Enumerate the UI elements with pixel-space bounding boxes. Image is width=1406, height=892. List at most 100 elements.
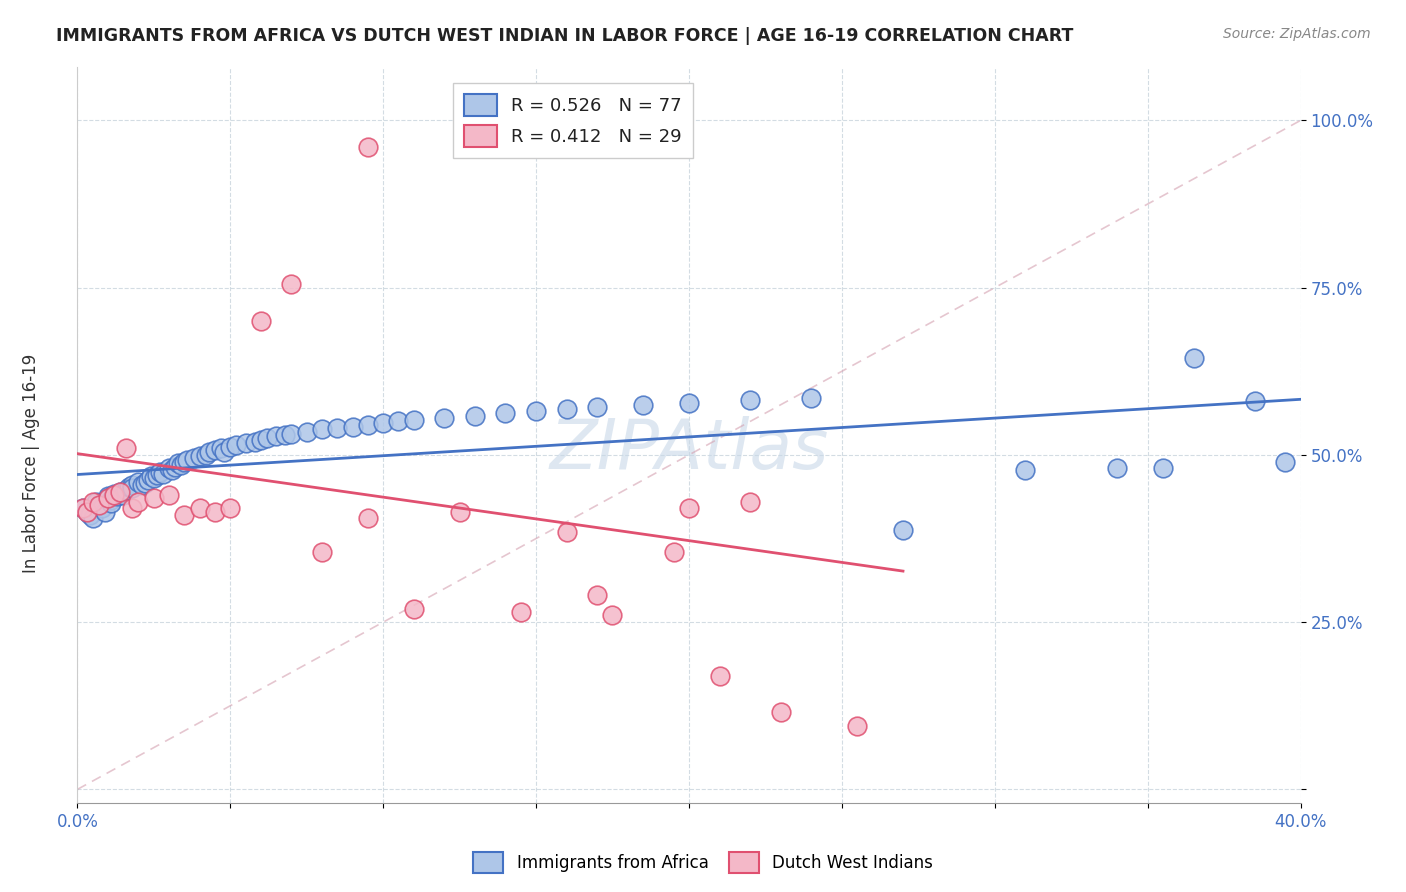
Point [173,454,195,469]
Point [121,478,143,492]
Point [342,419,364,434]
Point [800,391,823,405]
Text: IMMIGRANTS FROM AFRICA VS DUTCH WEST INDIAN IN LABOR FORCE | AGE 16-19 CORRELATI: IMMIGRANTS FROM AFRICA VS DUTCH WEST IND… [56,27,1074,45]
Point [97,491,120,506]
Point [94,505,117,519]
Point [204,505,226,519]
Point [90,501,112,516]
Point [127,494,149,508]
Point [100,493,122,508]
Text: Source: ZipAtlas.com: Source: ZipAtlas.com [1223,27,1371,41]
Point [402,413,425,427]
Point [509,605,531,619]
Point [326,421,349,435]
Point [87,498,110,512]
Point [87,498,110,512]
Point [555,140,578,154]
Point [678,396,700,410]
Point [82,494,104,508]
Point [170,458,193,472]
Point [142,471,165,485]
Legend: R = 0.526   N = 77, R = 0.412   N = 29: R = 0.526 N = 77, R = 0.412 N = 29 [453,83,693,158]
Point [1014,462,1036,476]
Point [387,414,409,428]
Point [678,501,700,516]
Point [115,441,138,455]
Point [1152,461,1174,475]
Point [103,487,125,501]
Legend: Immigrants from Africa, Dutch West Indians: Immigrants from Africa, Dutch West India… [467,846,939,880]
Point [280,426,302,441]
Point [586,400,609,414]
Point [134,476,156,491]
Point [357,511,380,525]
Point [311,422,333,436]
Point [84,494,107,508]
Point [586,589,609,603]
Point [243,434,266,449]
Point [264,429,287,443]
Point [121,481,143,495]
Point [100,496,122,510]
Point [631,398,654,412]
Point [121,501,143,516]
Point [769,706,792,720]
Point [219,440,242,454]
Point [371,416,394,430]
Point [139,469,162,483]
Point [146,467,169,482]
Point [402,601,425,615]
Point [115,483,138,497]
Point [108,484,131,499]
Point [250,433,273,447]
Point [76,505,98,519]
Point [602,608,624,623]
Point [709,669,731,683]
Point [157,461,180,475]
Point [72,501,94,516]
Point [256,431,278,445]
Point [464,409,486,423]
Point [194,448,217,462]
Point [188,450,211,464]
Point [524,404,547,418]
Point [495,406,517,420]
Point [464,140,486,154]
Point [280,277,302,292]
Point [112,488,135,502]
Point [1182,351,1205,365]
Point [198,444,221,458]
Point [72,501,94,516]
Point [250,314,273,328]
Point [295,425,318,439]
Point [188,501,211,516]
Point [357,417,380,432]
Point [103,488,125,502]
Point [108,484,131,499]
Point [167,456,190,470]
Point [173,508,195,523]
Point [127,475,149,489]
Point [1107,461,1129,475]
Text: In Labor Force | Age 16-19: In Labor Force | Age 16-19 [22,354,39,574]
Point [176,453,198,467]
Point [204,442,226,457]
Point [846,719,869,733]
Point [97,491,120,506]
Point [449,505,471,519]
Point [555,524,578,539]
Point [1243,394,1265,409]
Point [433,411,456,425]
Point [136,473,159,487]
Point [1274,454,1296,469]
Point [157,488,180,502]
Point [219,501,242,516]
Point [209,441,232,455]
Point [311,545,333,559]
Point [82,511,104,525]
Point [235,435,257,450]
Point [118,480,141,494]
Point [142,491,165,506]
Point [740,392,762,407]
Point [274,427,297,442]
